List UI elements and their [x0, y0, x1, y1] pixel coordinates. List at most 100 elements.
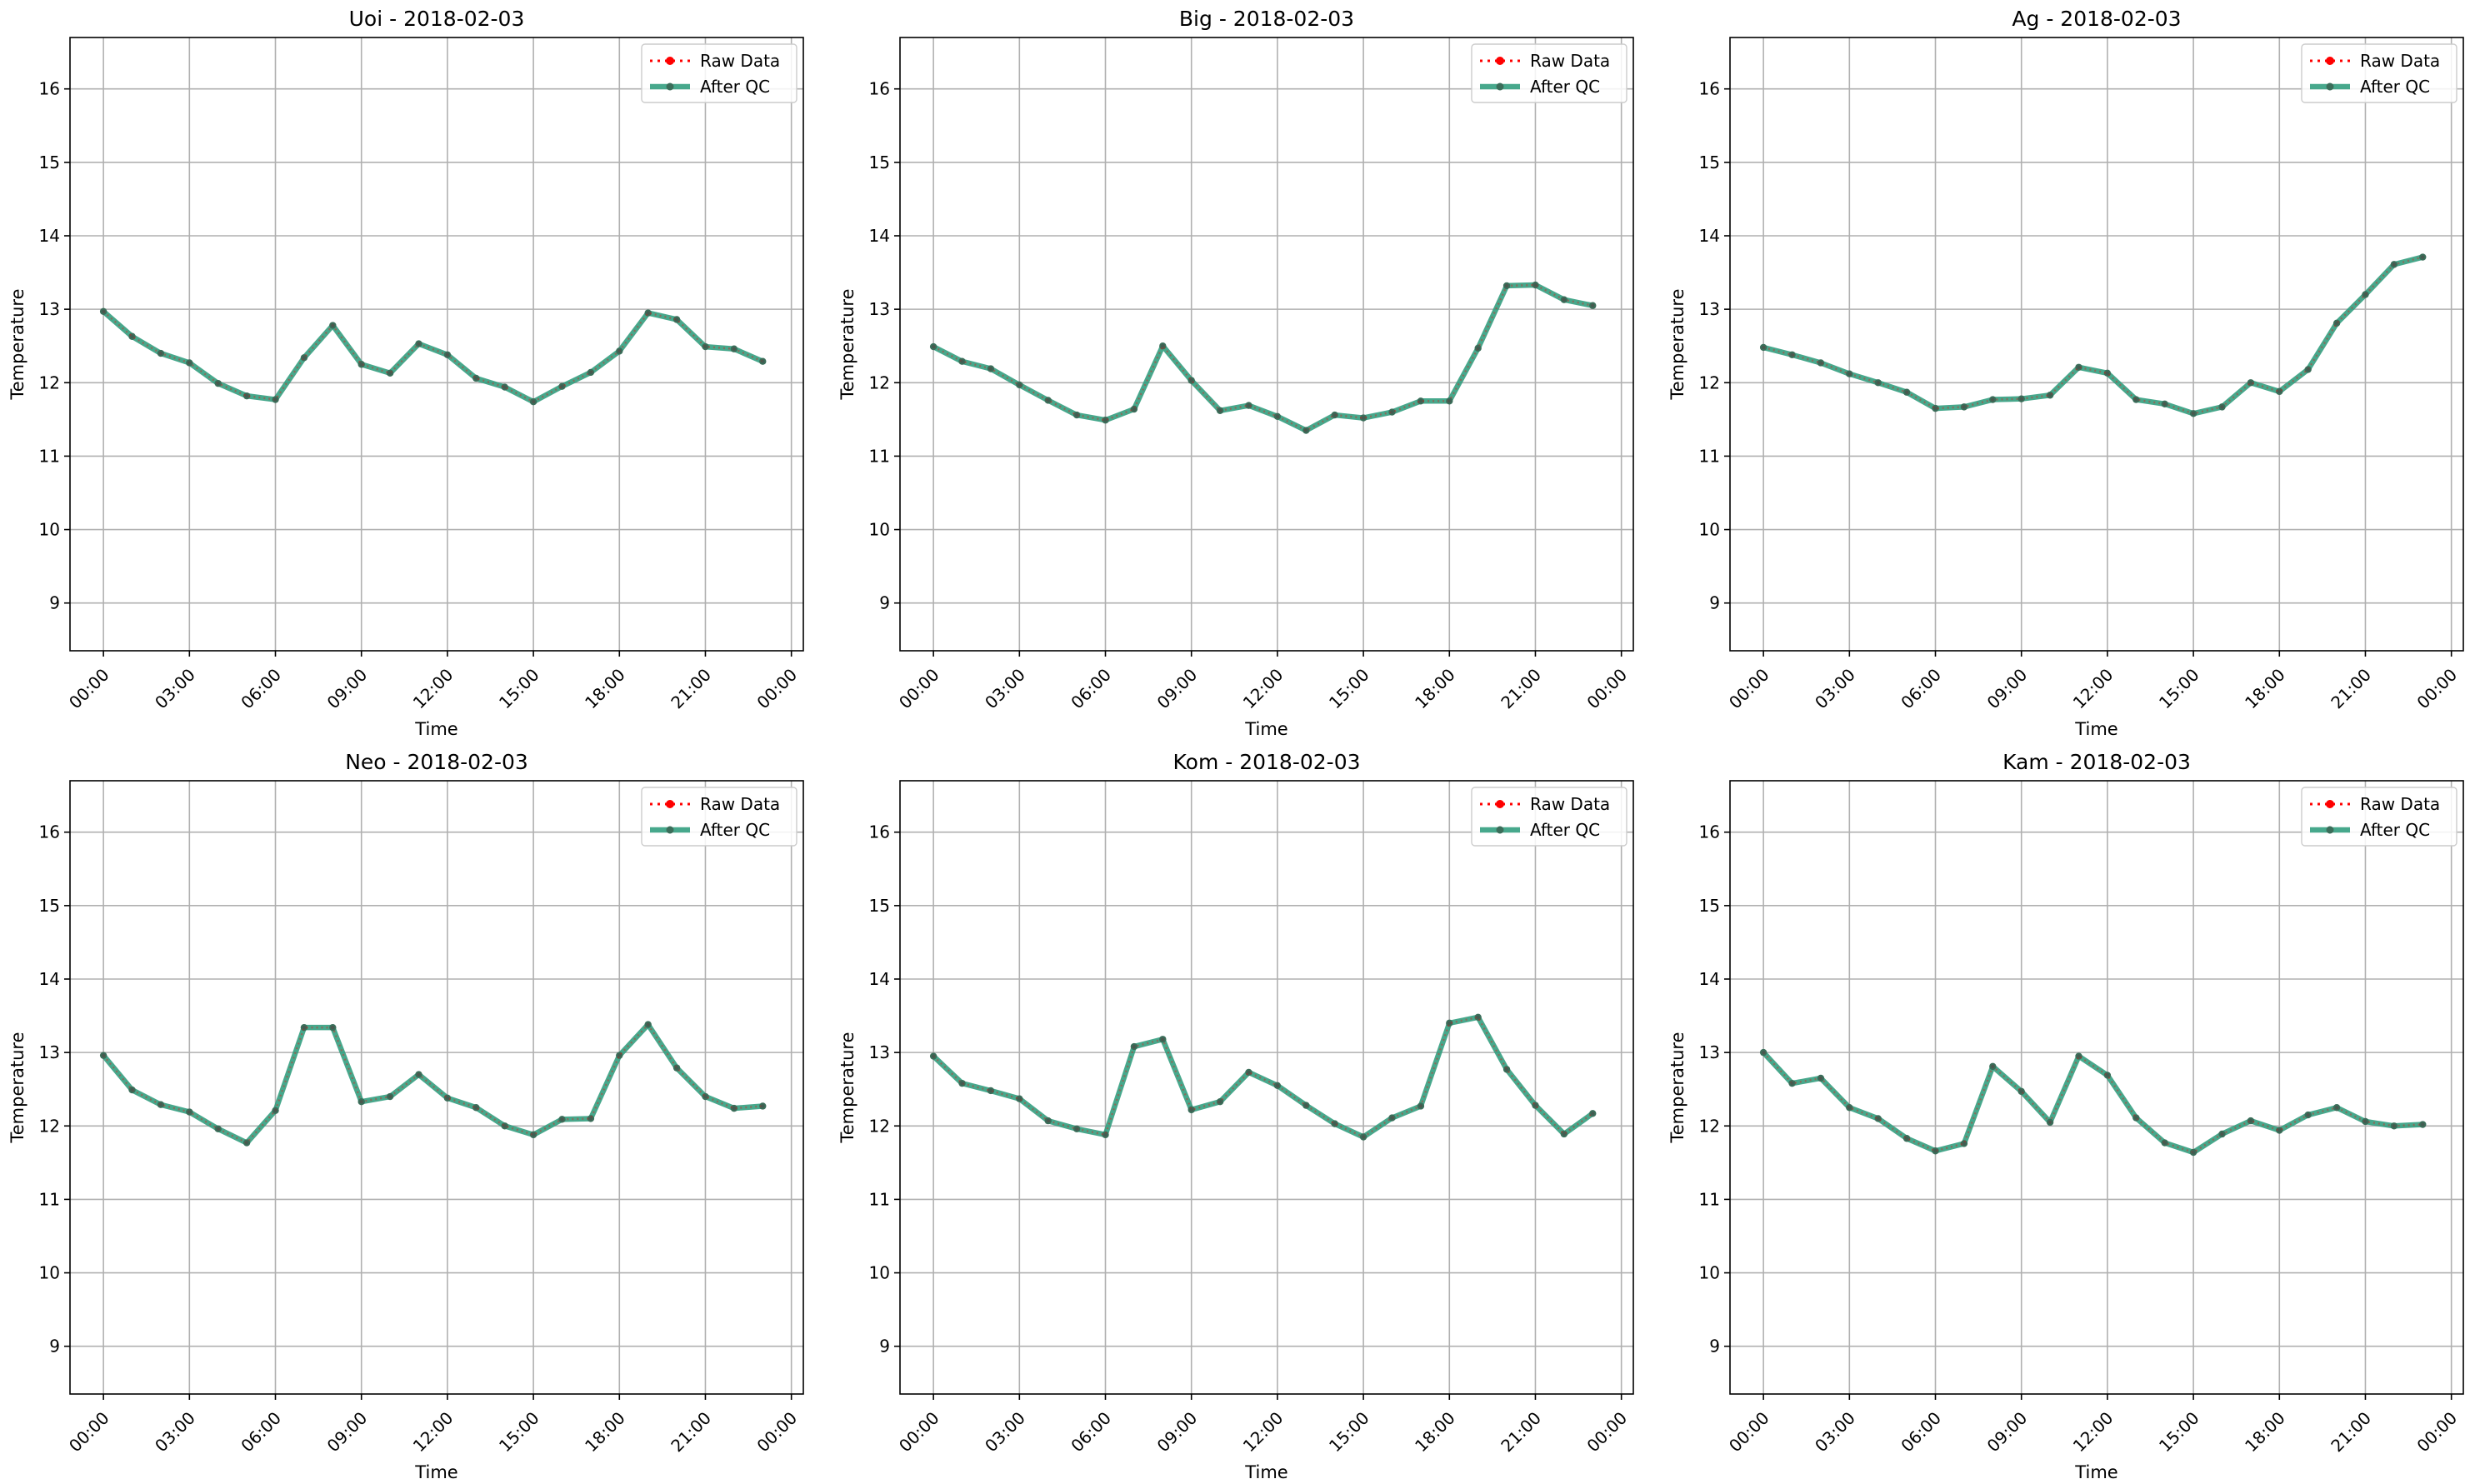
series-raw-data-point: [302, 1025, 307, 1030]
series-raw-data-point: [1418, 1104, 1423, 1108]
chart-title: Uoi - 2018-02-03: [349, 7, 525, 31]
x-tick-label: 00:00: [1582, 1408, 1631, 1457]
series-raw-data-point: [1247, 1070, 1251, 1075]
x-tick-label: 09:00: [1983, 1408, 2032, 1457]
y-tick-label: 11: [39, 1189, 60, 1209]
y-tick-label: 12: [1699, 1116, 1720, 1136]
series-raw-data-point: [359, 1099, 363, 1104]
x-tick-label: 09:00: [1153, 665, 1202, 713]
series-raw-data-point: [244, 393, 249, 398]
series-raw-data-point: [417, 342, 421, 346]
series-raw-data-line: [1762, 1052, 2423, 1154]
series-raw-data-point: [2392, 262, 2397, 267]
chart-title: Big - 2018-02-03: [1179, 7, 1354, 31]
series-raw-data-point: [1390, 410, 1394, 414]
series-raw-data-point: [1247, 403, 1251, 407]
series-after-qc-line: [101, 1022, 763, 1146]
y-tick-label: 9: [49, 1337, 60, 1357]
series-raw-data-point: [2278, 1128, 2282, 1132]
y-tick-label: 13: [869, 1042, 890, 1062]
y-tick-label: 13: [1699, 299, 1720, 319]
y-tick-label: 9: [1709, 1337, 1720, 1357]
y-tick-label: 14: [869, 226, 890, 246]
legend-qc-marker: [1496, 82, 1504, 91]
subplot-3: Neo - 2018-02-03 9 10 11 12 13 14 15 16 00:00 03:0…: [8, 750, 804, 1482]
series-raw-data-point: [1761, 345, 1766, 350]
x-tick-label: 15:00: [2155, 1408, 2203, 1457]
series-raw-data-point: [1591, 1112, 1595, 1116]
series-raw-data-point: [1991, 397, 1995, 402]
y-tick-label: 10: [1699, 1263, 1720, 1283]
series-raw-data-point: [988, 367, 993, 371]
series-raw-data-point: [188, 1110, 192, 1114]
series-raw-data-point: [531, 1132, 536, 1137]
series-raw-data-point: [158, 1102, 163, 1107]
series-raw-data-point: [1046, 398, 1050, 402]
y-tick-label: 14: [869, 969, 890, 989]
axes-frame: [1729, 37, 2464, 652]
series-raw-data-point: [1904, 1137, 1909, 1141]
series-raw-data-point: [1304, 428, 1308, 432]
x-tick-label: 00:00: [65, 665, 113, 713]
series-raw-data-point: [1332, 412, 1337, 417]
series-raw-data-point: [1818, 361, 1823, 365]
x-axis-label: Time: [2074, 719, 2118, 739]
y-tick-label: 11: [1699, 446, 1720, 466]
legend-raw-label: Raw Data: [700, 794, 780, 814]
x-tick-label: 06:00: [1897, 665, 1945, 713]
series-raw-data-point: [1790, 352, 1794, 357]
y-tick-label: 15: [869, 152, 890, 172]
series-raw-data-point: [1018, 382, 1022, 387]
y-axis-label: Temperature: [8, 1032, 28, 1143]
y-tick-label: 11: [869, 446, 890, 466]
series-raw-data-point: [216, 381, 220, 386]
x-tick-label: 15:00: [2155, 665, 2203, 713]
series-raw-data-point: [761, 359, 765, 363]
series-raw-data-point: [761, 1104, 765, 1108]
series-raw-data-point: [1562, 297, 1567, 302]
series-raw-data-point: [1161, 1037, 1165, 1042]
legend-raw-label: Raw Data: [1530, 51, 1610, 71]
series-raw-data-point: [2421, 255, 2425, 259]
series-raw-data-point: [1504, 283, 1509, 288]
legend: Raw Data After QC: [1471, 43, 1628, 103]
series-raw-data-point: [1074, 1127, 1079, 1132]
series-raw-data-point: [1218, 1099, 1222, 1104]
legend-raw-label: Raw Data: [2360, 794, 2440, 814]
series-raw-data-point: [618, 349, 622, 353]
y-tick-label: 11: [39, 446, 60, 466]
x-tick-label: 21:00: [2327, 1408, 2375, 1457]
series-raw-data-point: [2220, 405, 2224, 409]
legend-qc-label: After QC: [1530, 820, 1600, 840]
x-axis-label: Time: [1244, 1462, 1288, 1482]
series-raw-data-point: [703, 1094, 708, 1099]
x-tick-label: 18:00: [1411, 665, 1459, 713]
y-tick-label: 15: [39, 152, 60, 172]
series-raw-data-point: [216, 1127, 220, 1132]
series-raw-data-point: [960, 359, 964, 363]
series-raw-data-point: [1562, 1132, 1567, 1137]
axes-frame: [69, 780, 804, 1395]
series-raw-data-point: [130, 334, 134, 338]
x-tick-label: 03:00: [1811, 665, 1859, 713]
series-raw-data-point: [2077, 365, 2081, 369]
series-raw-data-point: [2306, 367, 2310, 372]
series-raw-data-point: [2048, 393, 2052, 397]
chart-title: Kom - 2018-02-03: [1173, 750, 1361, 774]
x-tick-label: 00:00: [2412, 665, 2461, 713]
subplot-4: Kom - 2018-02-03 9 10 11 12 13 14 15 16 00:00 03:0…: [838, 750, 1634, 1482]
series-raw-data-point: [1304, 1103, 1308, 1107]
y-tick-label: 16: [39, 822, 60, 842]
series-raw-data-point: [588, 1117, 593, 1121]
series-raw-data-point: [158, 351, 163, 356]
legend-qc-marker: [2326, 826, 2334, 834]
series-raw-data-point: [1448, 1021, 1452, 1026]
legend: Raw Data After QC: [641, 787, 798, 847]
series-raw-data-point: [1591, 303, 1595, 307]
legend-raw-marker: [1496, 57, 1504, 65]
series-raw-data-point: [2134, 397, 2138, 402]
series-raw-data-point: [931, 1054, 936, 1058]
x-axis-label: Time: [2074, 1462, 2118, 1482]
series-raw-data-point: [2077, 1054, 2081, 1058]
y-axis-label: Temperature: [8, 288, 28, 400]
